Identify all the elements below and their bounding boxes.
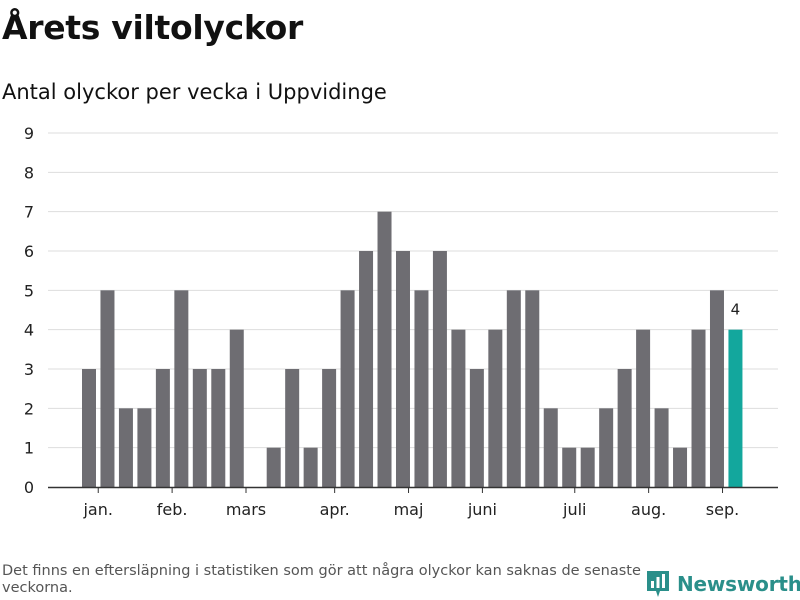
bar-week-12	[285, 369, 300, 487]
bar-week-29	[599, 408, 614, 487]
bar-week-28	[580, 447, 595, 487]
bar-week-3	[118, 408, 133, 487]
y-tick-label: 6	[24, 242, 34, 261]
bar-week-23	[488, 329, 503, 487]
bar-week-6	[174, 290, 189, 487]
y-tick-label: 2	[24, 399, 34, 418]
bar-week-16	[359, 251, 374, 487]
bar-week-25	[525, 290, 540, 487]
bar-week-36	[728, 329, 743, 487]
bar-week-31	[636, 329, 651, 487]
bar-chart: 4 0 1 2 3 4 5 6 7 8 9 jan. feb. mars apr. maj juni juli a…	[24, 124, 778, 519]
y-tick-label: 5	[24, 281, 34, 300]
bar-week-34	[691, 329, 706, 487]
y-tick-label: 7	[24, 203, 34, 222]
footnote: Det finns en eftersläpning i statistiken…	[2, 563, 641, 596]
bar-week-17	[377, 211, 392, 487]
y-tick-label: 8	[24, 163, 34, 182]
bar-week-18	[395, 251, 410, 487]
x-tick-label: mars	[226, 500, 266, 519]
x-tick-label: jan.	[82, 500, 112, 519]
bar-week-26	[543, 408, 558, 487]
x-tick-label: juni	[467, 500, 497, 519]
x-tick-label: juli	[562, 500, 586, 519]
bar-week-35	[709, 290, 724, 487]
x-tick-label: sep.	[706, 500, 739, 519]
bar-week-9	[229, 329, 244, 487]
bar-week-2	[100, 290, 115, 487]
y-tick-label: 0	[24, 478, 34, 497]
bar-week-7	[192, 369, 207, 487]
chart-subtitle: Antal olyckor per vecka i Uppvidinge	[2, 80, 387, 104]
bar-week-14	[322, 369, 337, 487]
bar-week-11	[266, 447, 281, 487]
bar-week-27	[562, 447, 577, 487]
bar-week-30	[617, 369, 632, 487]
bar-week-4	[137, 408, 152, 487]
newsworthy-icon	[647, 571, 669, 597]
x-tick-label: feb.	[157, 500, 188, 519]
bar-week-20	[432, 251, 447, 487]
x-tick-label: maj	[394, 500, 424, 519]
gridlines	[48, 132, 778, 449]
x-tick-label: apr.	[320, 500, 350, 519]
bar-week-15	[340, 290, 355, 487]
bar-week-22	[469, 369, 484, 487]
bar-week-32	[654, 408, 669, 487]
bar-week-24	[506, 290, 521, 487]
bar-week-33	[673, 447, 688, 487]
x-tick-label: aug.	[631, 500, 666, 519]
bars: 4	[82, 211, 743, 487]
bar-week-21	[451, 329, 466, 487]
bar-week-1	[82, 369, 96, 487]
bar-week-8	[211, 369, 226, 487]
y-tick-label: 4	[24, 321, 34, 340]
newsworthy-logo[interactable]: Newsworthy	[645, 568, 800, 600]
y-tick-label: 1	[24, 439, 34, 458]
brand-name: Newsworthy	[677, 572, 800, 596]
bar-week-13	[303, 447, 318, 487]
axes: 0 1 2 3 4 5 6 7 8 9 jan. feb. mars apr. maj juni juli aug…	[24, 124, 778, 519]
bar-week-19	[414, 290, 429, 487]
y-tick-label: 9	[24, 124, 34, 143]
chart-title: Årets viltolyckor	[2, 8, 303, 47]
y-tick-label: 3	[24, 360, 34, 379]
bar-week-5	[155, 369, 170, 487]
data-label: 4	[731, 301, 741, 319]
